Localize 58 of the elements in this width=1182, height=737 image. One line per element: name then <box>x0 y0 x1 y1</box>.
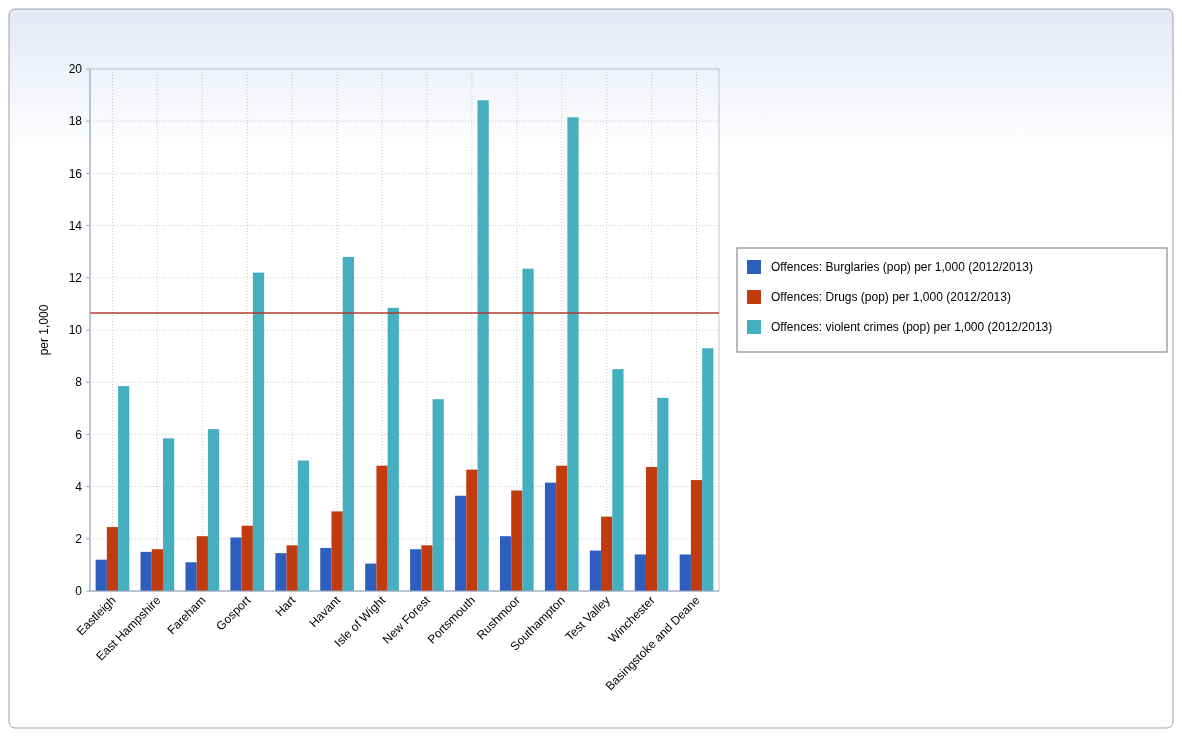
bar <box>679 554 691 591</box>
bar <box>241 525 253 591</box>
legend-label: Offences: violent crimes (pop) per 1,000 (2012/2013) <box>771 320 1053 335</box>
y-tick-label: 0 <box>75 584 83 599</box>
y-tick-label: 14 <box>68 218 83 233</box>
bar <box>95 559 107 591</box>
y-tick-label: 18 <box>68 114 83 129</box>
y-tick-label: 6 <box>75 427 83 442</box>
bar <box>556 465 568 591</box>
bar <box>432 399 444 591</box>
x-tick-label: Hart <box>272 592 299 620</box>
legend-label: Offences: Drugs (pop) per 1,000 (2012/2013) <box>771 290 1011 305</box>
y-tick-label: 8 <box>75 375 83 390</box>
legend-label: Offences: Burglaries (pop) per 1,000 (2012/2013) <box>771 260 1033 275</box>
bar <box>331 511 343 591</box>
bar <box>634 554 646 591</box>
bar <box>387 307 399 591</box>
bar <box>455 495 467 591</box>
bar <box>365 563 377 591</box>
y-tick-label: 16 <box>68 166 83 181</box>
bar <box>275 553 287 591</box>
y-tick-label: 12 <box>68 271 83 285</box>
bar <box>185 562 197 591</box>
bar <box>690 480 703 591</box>
bar <box>589 550 602 591</box>
bar <box>118 386 130 591</box>
bar <box>612 369 624 591</box>
bar <box>342 256 354 591</box>
bar <box>466 469 478 591</box>
bar <box>477 100 489 591</box>
bar <box>163 438 175 591</box>
bar <box>151 549 164 591</box>
bar <box>544 482 557 591</box>
y-axis-title: per 1,000 <box>37 304 51 356</box>
bar <box>230 537 242 591</box>
y-tick-label: 20 <box>68 62 83 77</box>
bar <box>657 397 669 591</box>
bar <box>252 272 265 591</box>
bar <box>297 460 310 591</box>
bar <box>207 429 220 591</box>
bar <box>376 465 388 591</box>
bar <box>286 545 298 591</box>
bar <box>196 536 208 591</box>
bar <box>522 268 534 591</box>
bar <box>106 527 119 591</box>
bar <box>567 117 579 591</box>
bar <box>140 551 152 591</box>
bar <box>421 545 433 591</box>
bar <box>499 536 512 591</box>
y-tick-label: 2 <box>75 532 83 546</box>
bar <box>702 348 714 591</box>
bar <box>320 547 332 591</box>
y-tick-label: 4 <box>75 479 83 494</box>
bar <box>645 467 658 591</box>
bar <box>410 549 422 591</box>
bar <box>511 490 523 591</box>
y-tick-label: 10 <box>68 323 83 338</box>
bar <box>601 516 613 591</box>
